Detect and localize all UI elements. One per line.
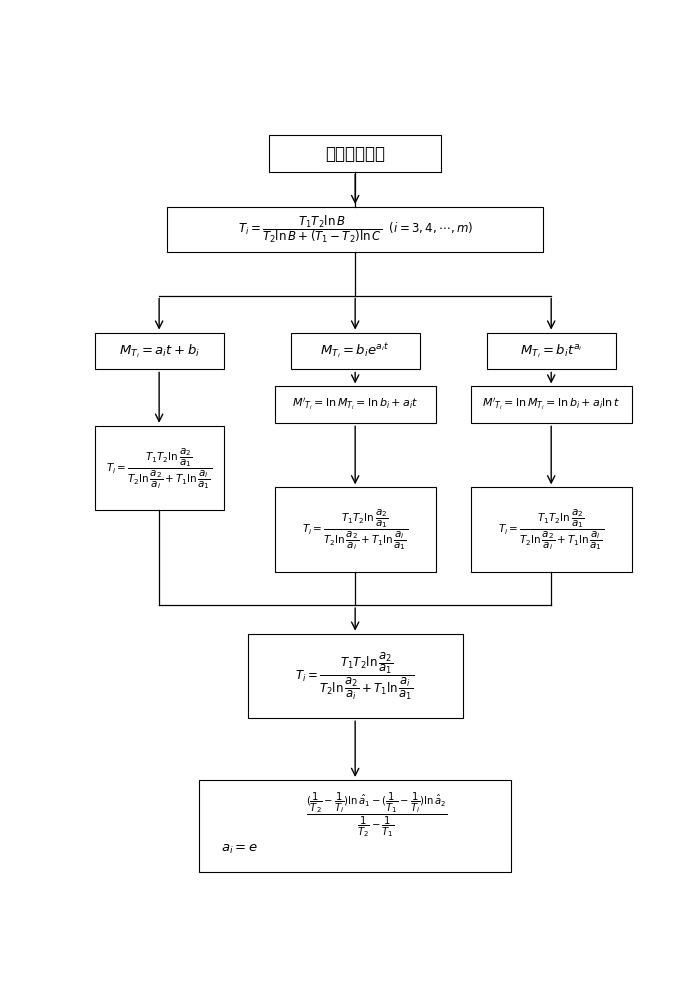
Bar	[274, 386, 436, 423]
Bar	[95, 426, 224, 510]
Text: $M'_{T_i} = \ln M_{T_i} = \ln b_i + a_i \ln t$: $M'_{T_i} = \ln M_{T_i} = \ln b_i + a_i …	[482, 397, 620, 413]
Text: 阿伦尼斯模型: 阿伦尼斯模型	[325, 145, 385, 163]
Bar	[274, 487, 436, 572]
Bar	[471, 487, 632, 572]
Bar	[471, 386, 632, 423]
Text: $T_i = \dfrac{T_1 T_2 \ln B}{T_2 \ln B + (T_1 - T_2) \ln C}$  $(i = 3, 4, \cdots: $T_i = \dfrac{T_1 T_2 \ln B}{T_2 \ln B +…	[238, 213, 473, 245]
Bar	[200, 780, 511, 872]
Text: $T_i = \dfrac{T_1 T_2 \ln \dfrac{a_2}{a_1}}{T_2 \ln \dfrac{a_2}{a_i} + T_1 \ln \: $T_i = \dfrac{T_1 T_2 \ln \dfrac{a_2}{a_…	[498, 507, 604, 552]
Text: $M_{T_i} = a_i t + b_i$: $M_{T_i} = a_i t + b_i$	[119, 342, 200, 360]
Bar	[95, 333, 224, 369]
Bar	[291, 333, 419, 369]
Text: $T_i = \dfrac{T_1 T_2 \ln \dfrac{a_2}{a_1}}{T_2 \ln \dfrac{a_2}{a_i} + T_1 \ln \: $T_i = \dfrac{T_1 T_2 \ln \dfrac{a_2}{a_…	[295, 650, 415, 702]
Text: $a_i = e$: $a_i = e$	[221, 843, 258, 856]
Bar	[167, 207, 543, 252]
Text: $M_{T_i} = b_i t^{a_i}$: $M_{T_i} = b_i t^{a_i}$	[520, 342, 583, 360]
Bar	[248, 634, 463, 718]
Text: $T_i = \dfrac{T_1 T_2 \ln \dfrac{a_2}{a_1}}{T_2 \ln \dfrac{a_2}{a_i} + T_1 \ln \: $T_i = \dfrac{T_1 T_2 \ln \dfrac{a_2}{a_…	[302, 507, 408, 552]
Text: $\dfrac{(\dfrac{1}{T_2}-\dfrac{1}{T_i})\ln\hat{a}_1 - (\dfrac{1}{T_1}-\dfrac{1}{: $\dfrac{(\dfrac{1}{T_2}-\dfrac{1}{T_i})\…	[306, 790, 447, 839]
Text: $T_i = \dfrac{T_1 T_2 \ln \dfrac{a_2}{a_1}}{T_2 \ln \dfrac{a_2}{a_i} + T_1 \ln \: $T_i = \dfrac{T_1 T_2 \ln \dfrac{a_2}{a_…	[106, 446, 212, 491]
Bar	[269, 135, 441, 172]
Text: $M_{T_i} = b_i e^{a_i t}$: $M_{T_i} = b_i e^{a_i t}$	[320, 341, 390, 361]
Bar	[486, 333, 615, 369]
Text: $M'_{T_i} = \ln M_{T_i} = \ln b_i + a_i t$: $M'_{T_i} = \ln M_{T_i} = \ln b_i + a_i …	[292, 397, 419, 413]
